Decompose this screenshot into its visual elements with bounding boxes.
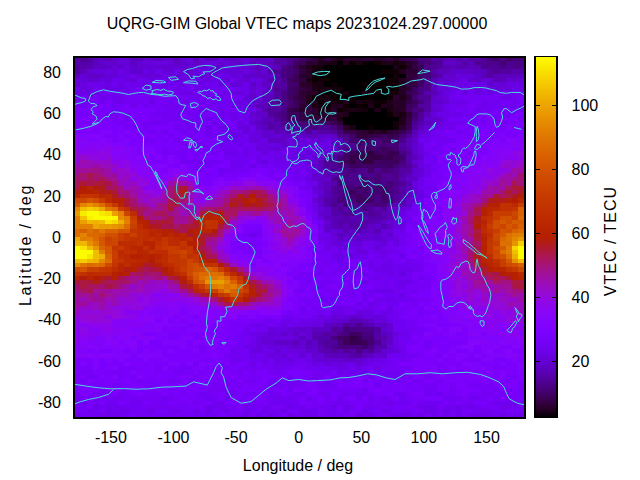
svg-text:-20: -20 — [38, 270, 61, 287]
svg-text:60: 60 — [572, 225, 590, 242]
svg-text:100: 100 — [572, 97, 599, 114]
svg-text:80: 80 — [43, 64, 61, 81]
svg-text:-40: -40 — [38, 311, 61, 328]
svg-text:20: 20 — [572, 353, 590, 370]
svg-text:0: 0 — [294, 429, 303, 446]
svg-text:-100: -100 — [157, 429, 189, 446]
svg-text:40: 40 — [572, 289, 590, 306]
svg-text:80: 80 — [572, 161, 590, 178]
svg-text:100: 100 — [411, 429, 438, 446]
svg-text:Longitude / deg: Longitude / deg — [243, 457, 353, 474]
svg-text:Latitude / deg: Latitude / deg — [17, 184, 34, 306]
svg-text:-80: -80 — [38, 394, 61, 411]
svg-text:-50: -50 — [225, 429, 248, 446]
svg-text:40: 40 — [43, 146, 61, 163]
svg-text:UQRG-GIM Global VTEC maps 2023: UQRG-GIM Global VTEC maps 20231024.297.0… — [107, 15, 488, 32]
svg-text:150: 150 — [473, 429, 500, 446]
svg-text:VTEC / TECU: VTEC / TECU — [602, 186, 619, 296]
svg-text:-60: -60 — [38, 353, 61, 370]
svg-text:0: 0 — [52, 229, 61, 246]
svg-text:60: 60 — [43, 105, 61, 122]
svg-text:20: 20 — [43, 188, 61, 205]
svg-text:-150: -150 — [95, 429, 127, 446]
svg-text:50: 50 — [352, 429, 370, 446]
